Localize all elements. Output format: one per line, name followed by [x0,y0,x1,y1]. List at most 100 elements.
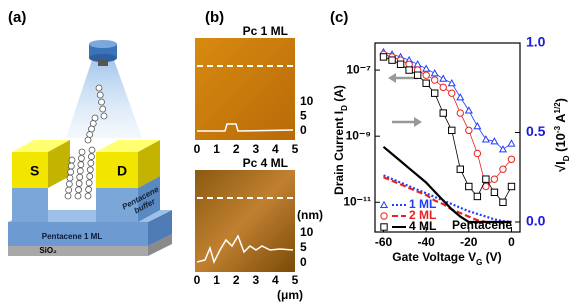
marker [490,175,499,183]
legend-label: 1 ML [409,197,436,211]
afm-x-tick-label: 5 [292,273,299,287]
panel-label: (c) [330,9,348,26]
molecule [85,186,92,193]
marker [388,56,396,64]
molecule [84,136,92,144]
molecule [84,192,92,200]
y2-axis-label-part: (10 [553,133,568,155]
buffer-right [96,188,138,222]
marker [396,60,405,68]
y2-axis-label-part: 1/2 [553,102,562,114]
molecule [87,159,95,167]
molecule [88,125,95,133]
marker [439,74,448,82]
lamp-bottom [89,54,117,62]
molecule [88,146,96,154]
plot-frame [374,42,521,233]
source-top [12,140,70,152]
molecule [77,161,85,168]
molecule [98,98,105,106]
molecule [86,172,94,180]
molecule [67,168,75,176]
afm-x-unit: (μm) [277,288,303,302]
afm-y-tick-label: 10 [300,225,314,239]
arrow-head [388,73,396,83]
y2-axis-label-part: √I [553,161,568,172]
molecule [91,114,99,122]
marker [507,155,516,163]
legend-marker [380,212,388,220]
molecule [66,174,74,182]
x-tick-label: 0 [508,235,515,249]
molecule [76,173,84,181]
molecule [65,186,73,194]
y-axis-label-part: Drain Current I [332,111,346,195]
source-lamp [89,44,117,58]
y2-axis-label-part: -3 [553,125,562,133]
arrow-head [414,117,422,127]
y2-tick-label: 1.0 [526,34,546,50]
x-axis-label-part: Gate Voltage V [392,250,476,264]
legend-label: 2 ML [409,208,436,222]
legend-marker [380,223,388,231]
current-line [383,53,512,188]
afm-x-tick-label: 0 [194,142,201,156]
afm-x-tick-label: 2 [233,142,240,156]
marker [439,83,447,92]
x-tick-label: -60 [375,235,393,249]
marker [430,69,439,77]
molecule [75,186,82,194]
marker [456,93,465,101]
marker [473,192,482,201]
molecule [86,166,94,174]
marker [422,64,431,72]
y2-axis-label-part: A [553,113,568,126]
marker [456,109,464,117]
molecule [78,154,85,162]
marker [431,89,439,97]
marker [439,109,447,117]
afm-y-tick-label: 10 [300,94,314,108]
height-profile [197,123,294,132]
drain-top [96,140,160,152]
molecule [67,162,75,170]
drain-electrode [96,152,138,188]
molecule [95,84,103,92]
lamp-nozzle [98,60,108,66]
marker [413,71,422,79]
molecules [64,84,108,200]
y2-axis-label: √ID (10-3 A1/2) [553,98,571,172]
afm-image [195,170,295,272]
y2-tick-label: 0.0 [526,213,546,229]
legend-label: 4 ML [409,219,436,233]
molecule [96,91,104,99]
y-axis-label: Drain Current ID (A) [332,85,348,195]
molecule [86,131,94,138]
height-profile [196,234,294,265]
x-axis-label-part: G [476,258,482,267]
y-tick-label: 10⁻⁷ [346,62,371,76]
marker [473,121,482,130]
current-line [383,51,512,150]
drain-label: D [117,163,127,179]
molecule [85,179,93,187]
afm-x-tick-label: 3 [252,273,259,287]
marker [481,135,490,143]
afm-y-tick-label: 0 [300,255,307,269]
chart: 10⁻¹¹ 10⁻⁹ 10⁻⁷ 0.0 0.5 1.0 -60 -40 -20 0 Gate Vol… [332,34,570,267]
source-label: S [30,163,39,179]
y2-axis-label-part: D [562,155,571,161]
substrate-side [148,234,172,256]
panel-label: (a) [8,9,26,26]
x-axis-label: Gate Voltage VG (V) [392,250,501,266]
molecule [88,153,95,160]
marker [507,139,516,147]
source-electrode [12,152,48,188]
marker [379,53,388,61]
afm-y-tick-label: 5 [300,109,307,123]
buffer-side [138,176,160,222]
marker [473,149,482,158]
molecule [75,180,83,187]
current-line [383,56,512,204]
